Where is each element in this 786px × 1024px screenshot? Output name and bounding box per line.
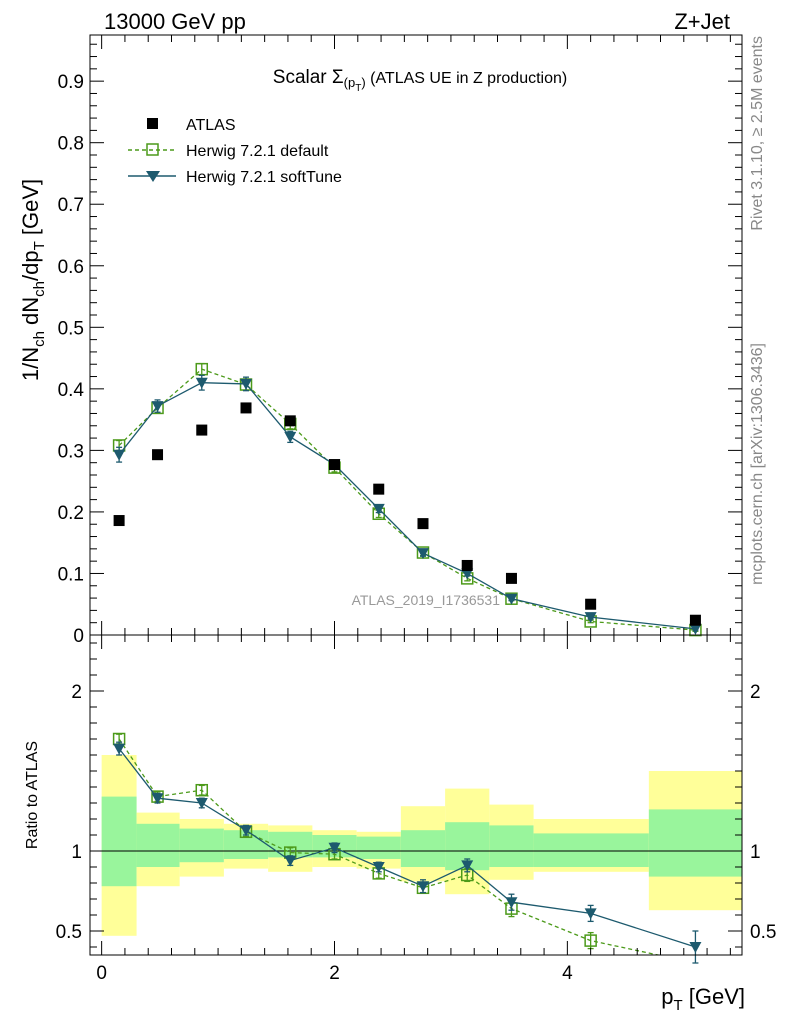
main-ytick-label: 0.3 [58,441,84,462]
ratio-point-softtune [328,842,341,854]
ratio-point-softtune [240,825,253,837]
band-inner [356,836,401,859]
main-point-atlas [240,402,252,414]
header-right: Z+Jet [674,9,730,34]
main-point-softtune [195,377,208,389]
main-ylabel: 1/Nch dNch/dpT [GeV] [18,179,48,381]
main-point-softtune [584,612,597,624]
ratio-point-softtune [151,793,164,805]
ratio-point-softtune [284,855,297,867]
ratio-xtick-label: 4 [562,963,573,984]
ratio-ytick-label-right: 2 [750,682,761,703]
main-ytick-label: 0.1 [58,564,84,585]
ratio-ytick-label-left: 0.5 [56,922,82,943]
band-inner [648,809,742,877]
main-point-atlas [373,483,385,495]
ratio-xlabel: pT [GeV] [661,984,745,1014]
main-data-layer [112,362,702,637]
main-ytick-label: 0.2 [58,503,84,524]
legend-marker-atlas [147,118,158,129]
ratio-data-layer [112,732,702,964]
ratio-point-softtune [689,942,702,953]
main-point-atlas [196,424,208,436]
main-ytick-label: 0 [73,626,84,647]
legend-marker-default [146,143,159,156]
mcplots-label: mcplots.cern.ch [arXiv:1306.3436] [749,343,766,585]
main-point-default [195,362,209,376]
main-point-atlas [585,598,597,610]
ratio-ylabel: Ratio to ATLAS [24,741,41,849]
main-point-softtune [416,548,429,560]
main-ytick-label: 0.6 [58,257,84,278]
ratio-point-softtune [113,743,126,755]
main-point-softtune [240,378,253,390]
ratio-point-default [584,934,597,947]
ratio-point-default [195,783,209,797]
main-ytick-label: 0.8 [58,134,84,155]
main-point-atlas [284,415,296,427]
main-point-softtune [151,401,164,413]
main-ytick-label: 0.5 [58,318,84,339]
main-point-atlas [329,459,340,471]
main-point-softtune [689,623,702,635]
ratio-xtick-label: 0 [96,963,107,984]
main-point-atlas [505,572,517,584]
ratio-xtick-label: 2 [329,963,340,984]
main-point-atlas [113,515,125,527]
ratio-point-softtune [584,908,597,920]
ratio-ytick-label-left: 2 [71,682,82,703]
band-inner [400,830,446,867]
legend-label-default: Herwig 7.2.1 default [186,143,329,160]
main-ytick-label: 0.4 [58,380,85,401]
main-point-atlas [152,449,164,461]
ratio-point-softtune [505,897,518,909]
band-inner [179,828,224,863]
main-point-softtune [461,568,474,580]
ratio-point-softtune [416,881,429,893]
main-title: Scalar Σ(pT) (ATLAS UE in Z production) [273,67,567,94]
axes-layer: 0 0.1 0.2 0.3 0.4 0.5 0.6 0.7 0.8 0.9 0 2 4 0.5 0.5 1 1 2… [56,34,776,984]
legend-marker-softtune [146,171,160,182]
ratio-point-softtune [461,860,474,872]
band-inner [101,796,137,887]
main-point-atlas [417,518,429,530]
ratio-frame [89,634,743,956]
legend: ATLAS Herwig 7.2.1 default Herwig 7.2.1 … [128,117,342,186]
ratio-point-softtune [195,798,208,809]
band-inner [136,823,180,867]
legend-label-softtune: Herwig 7.2.1 softTune [186,169,342,186]
main-line-default [118,368,696,631]
analysis-watermark: ATLAS_2019_I1736531 [352,592,501,608]
header-left: 13000 GeV pp [104,9,246,34]
band-inner [489,825,534,867]
ratio-ytick-label-right: 1 [750,842,761,863]
ratio-uncertainty-bands [90,755,742,936]
main-line-softtune [118,382,696,630]
main-ytick-label: 0.7 [58,195,84,216]
rivet-label: Rivet 3.1.10, ≥ 2.5M events [749,36,766,231]
ratio-point-softtune [372,862,385,873]
main-point-softtune [372,503,385,515]
ratio-ytick-label-left: 1 [71,842,82,863]
ratio-line-default [118,738,662,955]
ratio-line-softtune [118,748,696,948]
main-point-softtune [505,593,518,605]
main-point-softtune [113,449,126,461]
band-inner [533,833,649,867]
main-point-atlas [461,559,473,571]
main-point-softtune [284,431,297,443]
ratio-ytick-label-right: 0.5 [750,922,776,943]
main-point-atlas [689,614,701,626]
main-ytick-label: 0.9 [58,72,84,93]
legend-label-atlas: ATLAS [186,117,236,134]
